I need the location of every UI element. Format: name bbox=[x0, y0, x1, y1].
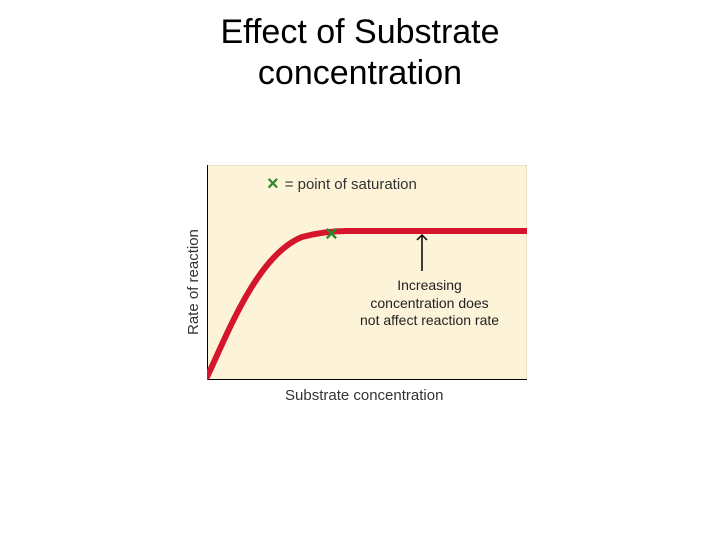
plot-area: × = point of saturation × Increasing con… bbox=[207, 165, 527, 380]
y-axis-label: Rate of reaction bbox=[185, 229, 202, 335]
x-axis-label: Substrate concentration bbox=[285, 387, 443, 404]
annotation-line-3: not affect reaction rate bbox=[360, 312, 499, 330]
legend-marker-icon: × bbox=[267, 173, 279, 196]
chart-container: Rate of reaction × = point of saturation… bbox=[165, 165, 535, 420]
title-line-1: Effect of Substrate bbox=[0, 12, 720, 53]
annotation-text: Increasing concentration does not affect… bbox=[360, 277, 499, 330]
plot-background bbox=[207, 165, 527, 380]
chart-svg bbox=[207, 165, 527, 380]
page-title: Effect of Substrate concentration bbox=[0, 0, 720, 94]
annotation-line-2: concentration does bbox=[360, 295, 499, 313]
annotation-line-1: Increasing bbox=[360, 277, 499, 295]
legend: × = point of saturation bbox=[267, 173, 417, 196]
legend-text: = point of saturation bbox=[285, 176, 417, 193]
saturation-marker-icon: × bbox=[325, 221, 338, 247]
title-line-2: concentration bbox=[0, 53, 720, 94]
